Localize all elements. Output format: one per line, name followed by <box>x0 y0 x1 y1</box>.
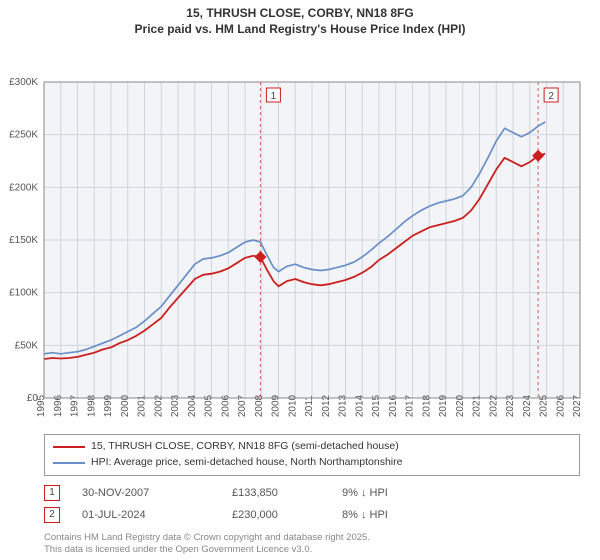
sale-diff: 9% ↓ HPI <box>342 487 462 499</box>
svg-text:£100K: £100K <box>9 288 38 299</box>
legend-item: HPI: Average price, semi-detached house,… <box>53 455 571 471</box>
chart-header: 15, THRUSH CLOSE, CORBY, NN18 8FG Price … <box>0 0 600 38</box>
svg-text:£50K: £50K <box>15 340 39 351</box>
svg-text:£200K: £200K <box>9 182 38 193</box>
chart-area: £0£50K£100K£150K£200K£250K£300K199519961… <box>0 38 600 430</box>
legend-item: 15, THRUSH CLOSE, CORBY, NN18 8FG (semi-… <box>53 439 571 455</box>
sale-row: 2 01-JUL-2024£230,0008% ↓ HPI <box>44 504 580 526</box>
sale-date: 01-JUL-2024 <box>82 509 232 521</box>
legend-label: HPI: Average price, semi-detached house,… <box>91 455 402 471</box>
legend-label: 15, THRUSH CLOSE, CORBY, NN18 8FG (semi-… <box>91 439 399 455</box>
footer-line-2: This data is licensed under the Open Gov… <box>44 544 580 556</box>
footer-line-1: Contains HM Land Registry data © Crown c… <box>44 532 580 544</box>
svg-text:2: 2 <box>548 91 554 102</box>
sale-marker-icon: 1 <box>44 485 60 501</box>
title-line-2: Price paid vs. HM Land Registry's House … <box>0 22 600 36</box>
attribution-footer: Contains HM Land Registry data © Crown c… <box>44 532 580 557</box>
sale-price: £133,850 <box>232 487 342 499</box>
svg-text:£250K: £250K <box>9 130 38 141</box>
sale-row: 1 30-NOV-2007£133,8509% ↓ HPI <box>44 482 580 504</box>
line-chart-svg: £0£50K£100K£150K£200K£250K£300K199519961… <box>0 38 600 430</box>
svg-text:£300K: £300K <box>9 77 38 88</box>
sale-price: £230,000 <box>232 509 342 521</box>
legend-swatch <box>53 462 85 464</box>
sale-marker-icon: 2 <box>44 507 60 523</box>
title-line-1: 15, THRUSH CLOSE, CORBY, NN18 8FG <box>0 6 600 20</box>
svg-text:1: 1 <box>271 91 277 102</box>
sale-date: 30-NOV-2007 <box>82 487 232 499</box>
legend: 15, THRUSH CLOSE, CORBY, NN18 8FG (semi-… <box>44 434 580 476</box>
legend-swatch <box>53 446 85 448</box>
sales-table: 1 30-NOV-2007£133,8509% ↓ HPI 2 01-JUL-2024… <box>44 482 580 526</box>
svg-text:£150K: £150K <box>9 235 38 246</box>
sale-diff: 8% ↓ HPI <box>342 509 462 521</box>
